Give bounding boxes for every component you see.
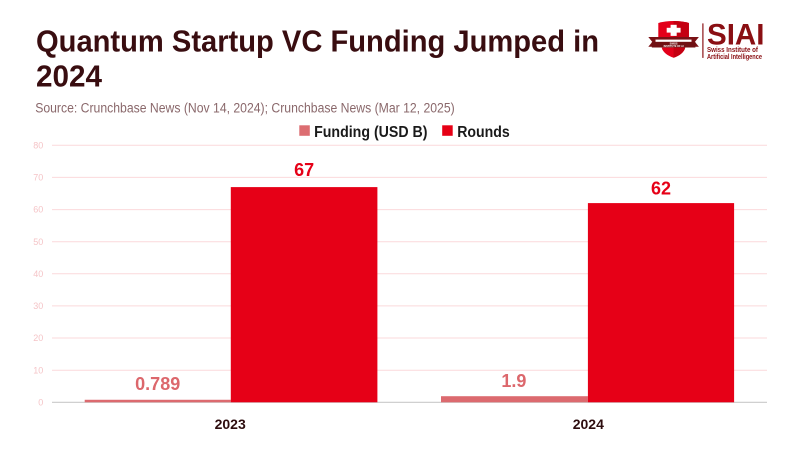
svg-text:30: 30 [33,301,43,311]
svg-text:Artificial Intelligence: Artificial Intelligence [707,52,762,61]
svg-text:62: 62 [651,179,671,199]
svg-text:0.789: 0.789 [135,374,180,394]
svg-text:50: 50 [33,237,43,247]
svg-text:Rounds: Rounds [457,124,510,141]
svg-text:20: 20 [33,333,43,343]
svg-text:60: 60 [33,205,43,215]
svg-text:Swiss Institute of: Swiss Institute of [707,45,759,54]
svg-text:Funding (USD B): Funding (USD B) [314,124,427,141]
svg-text:40: 40 [33,269,43,279]
svg-text:1.9: 1.9 [501,371,526,391]
svg-text:INSTITUTE OF AI: INSTITUTE OF AI [664,45,684,48]
svg-text:67: 67 [294,160,314,180]
svg-text:2024: 2024 [36,59,103,94]
svg-text:2023: 2023 [215,416,246,432]
svg-text:SIAI: SIAI [707,18,765,51]
svg-text:70: 70 [33,173,43,183]
svg-text:0: 0 [38,397,43,407]
svg-text:2024: 2024 [573,416,604,432]
svg-text:SWISS: SWISS [670,43,679,45]
svg-text:10: 10 [33,365,43,375]
svg-text:Quantum Startup VC Funding Jum: Quantum Startup VC Funding Jumped in [36,24,599,59]
svg-text:Source: Crunchbase News (Nov 1: Source: Crunchbase News (Nov 14, 2024); … [35,100,455,115]
svg-text:80: 80 [33,140,43,150]
